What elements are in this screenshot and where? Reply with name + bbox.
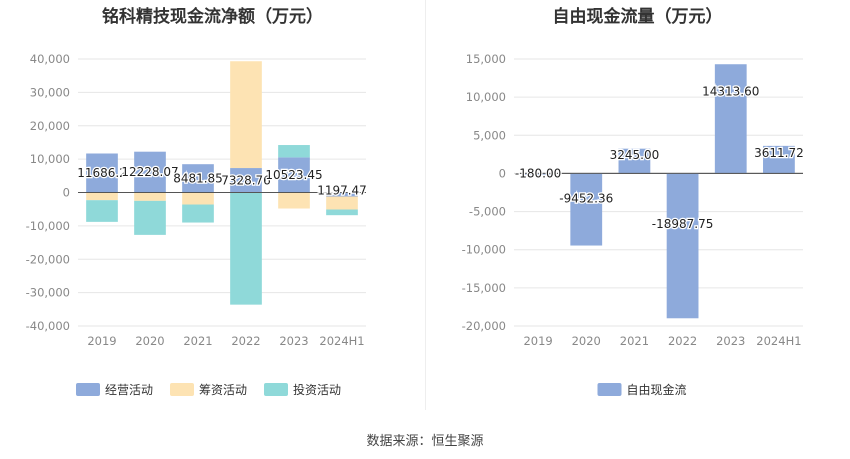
data-source: 数据来源：恒生聚源: [366, 434, 484, 449]
y-tick-label: -5,000: [469, 205, 506, 219]
bar: [763, 145, 795, 174]
bar: [86, 192, 118, 201]
free-cashflow-chart-title: 自由现金流量（万元）: [552, 7, 723, 27]
legend-item: 筹资活动: [170, 383, 247, 397]
x-tick-label: 2022: [668, 334, 697, 348]
legend-swatch: [76, 383, 100, 396]
bar: [326, 192, 358, 197]
bar: [326, 196, 358, 210]
data-label: 7328.76: [221, 173, 271, 187]
y-tick-label: 0: [499, 166, 506, 180]
x-tick-label: 2022: [231, 334, 260, 348]
legend-swatch: [264, 383, 288, 396]
x-tick-label: 2021: [183, 334, 212, 348]
y-tick-label: -10,000: [26, 219, 70, 233]
legend-swatch: [170, 383, 194, 396]
legend-label: 自由现金流: [627, 382, 687, 397]
bar: [86, 153, 118, 193]
x-tick-label: 2024H1: [756, 334, 801, 348]
y-tick-label: -15,000: [462, 281, 506, 295]
data-label: -9452.36: [559, 192, 613, 206]
data-label: 1197.47: [317, 184, 367, 198]
y-tick-label: 0: [63, 186, 70, 200]
data-label: 11686.2: [77, 166, 127, 180]
legend-item: 经营活动: [76, 383, 153, 397]
cashflow-chart-title: 铭科精技现金流净额（万元）: [102, 7, 323, 27]
y-tick-label: 20,000: [30, 119, 70, 133]
y-tick-label: 30,000: [30, 85, 70, 99]
bar: [86, 200, 118, 222]
x-tick-label: 2020: [572, 334, 601, 348]
data-label: 8481.85: [173, 171, 223, 185]
bar: [230, 168, 262, 193]
legend-label: 经营活动: [105, 383, 153, 397]
x-tick-label: 2020: [135, 334, 164, 348]
data-label: -180.00: [515, 166, 561, 180]
y-tick-label: 10,000: [30, 152, 70, 166]
data-label: 3245.00: [610, 148, 660, 162]
bar: [230, 61, 262, 169]
free-cashflow-chart: -20,000 -15,000 -10,000 -5,000 0 5,000 10,000 1…: [462, 52, 805, 397]
x-tick-label: 2021: [620, 334, 649, 348]
y-tick-label: -20,000: [462, 319, 506, 333]
bar: [134, 200, 166, 235]
bar: [570, 173, 603, 246]
data-label: 14313.60: [702, 85, 759, 99]
bar: [326, 209, 358, 216]
x-tick-label: 2019: [523, 334, 552, 348]
bar: [666, 173, 699, 319]
bar: [618, 148, 651, 174]
legend-item: 投资活动: [264, 382, 341, 397]
y-tick-label: -20,000: [26, 252, 70, 266]
data-label: 12228.07: [121, 165, 178, 179]
bar: [182, 192, 214, 205]
bar: [134, 192, 166, 201]
y-tick-label: 15,000: [466, 52, 506, 66]
legend-label: 投资活动: [293, 382, 341, 397]
bar: [714, 64, 747, 174]
y-tick-label: -10,000: [462, 243, 506, 257]
data-label: 3611.72: [754, 146, 804, 160]
y-tick-label: 40,000: [30, 52, 70, 66]
x-tick-label: 2023: [716, 334, 745, 348]
x-tick-label: 2019: [87, 334, 116, 348]
y-tick-label: 10,000: [466, 90, 506, 104]
bar: [278, 157, 310, 193]
cashflow-chart: -40,000 -30,000 -20,000 -10,000 0 10,000 20,00…: [26, 52, 368, 397]
bar: [134, 151, 166, 193]
legend-label: 筹资活动: [199, 383, 247, 397]
bar: [182, 204, 214, 223]
y-tick-label: -30,000: [26, 286, 70, 300]
bar: [230, 192, 262, 305]
x-tick-label: 2023: [279, 334, 308, 348]
bar: [278, 192, 310, 209]
legend-swatch: [597, 383, 622, 396]
y-tick-label: -40,000: [26, 319, 70, 333]
legend-item: 自由现金流: [597, 382, 687, 397]
bar: [278, 145, 310, 158]
data-label: 10523.45: [265, 168, 322, 182]
chart-divider: [425, 0, 426, 410]
x-tick-label: 2024H1: [319, 334, 364, 348]
bar: [182, 164, 214, 193]
y-tick-label: 5,000: [473, 128, 506, 142]
data-label: -18987.75: [652, 217, 714, 231]
bar: [522, 173, 554, 175]
